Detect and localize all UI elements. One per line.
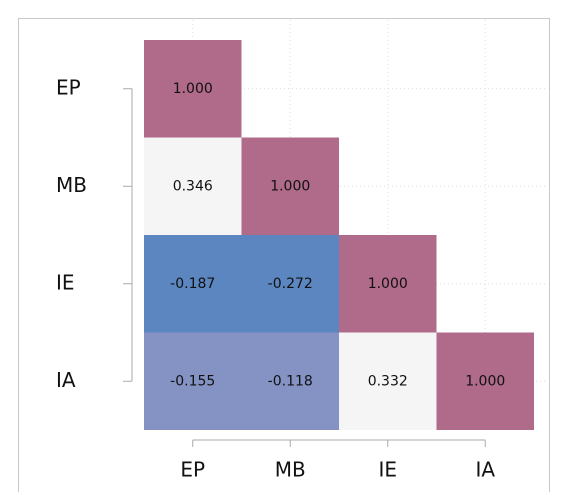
heatmap-cell xyxy=(144,137,242,235)
heatmap-cell xyxy=(339,332,437,430)
cell-label: 0.332 xyxy=(368,373,408,389)
cell-label: -0.187 xyxy=(170,276,215,292)
cell-label: 1.000 xyxy=(465,373,505,389)
y-tick-label: IA xyxy=(56,368,76,392)
y-tick-label: IE xyxy=(56,270,75,294)
cell-label: 1.000 xyxy=(173,81,213,97)
heatmap-cell xyxy=(241,235,339,333)
x-tick-label: MB xyxy=(275,458,306,482)
cell-label: -0.272 xyxy=(268,276,313,292)
cell-label: 1.000 xyxy=(270,178,310,194)
heatmap-cell xyxy=(144,332,242,430)
heatmap-cell xyxy=(339,235,437,333)
heatmap-cell xyxy=(241,332,339,430)
x-tick-label: IA xyxy=(475,458,495,482)
heatmap-cell xyxy=(144,235,242,333)
cell-label: -0.118 xyxy=(268,373,313,389)
heatmap-cell xyxy=(144,40,242,138)
x-tick-label: EP xyxy=(180,458,205,482)
chart-frame xyxy=(18,18,550,492)
cell-label: 0.346 xyxy=(173,178,213,194)
cell-label: -0.155 xyxy=(170,373,215,389)
heatmap-cell xyxy=(436,332,534,430)
y-tick-label: MB xyxy=(56,173,87,197)
heatmap-cell xyxy=(241,137,339,235)
x-tick-label: IE xyxy=(378,458,397,482)
cell-label: 1.000 xyxy=(368,276,408,292)
y-tick-label: EP xyxy=(56,75,81,99)
